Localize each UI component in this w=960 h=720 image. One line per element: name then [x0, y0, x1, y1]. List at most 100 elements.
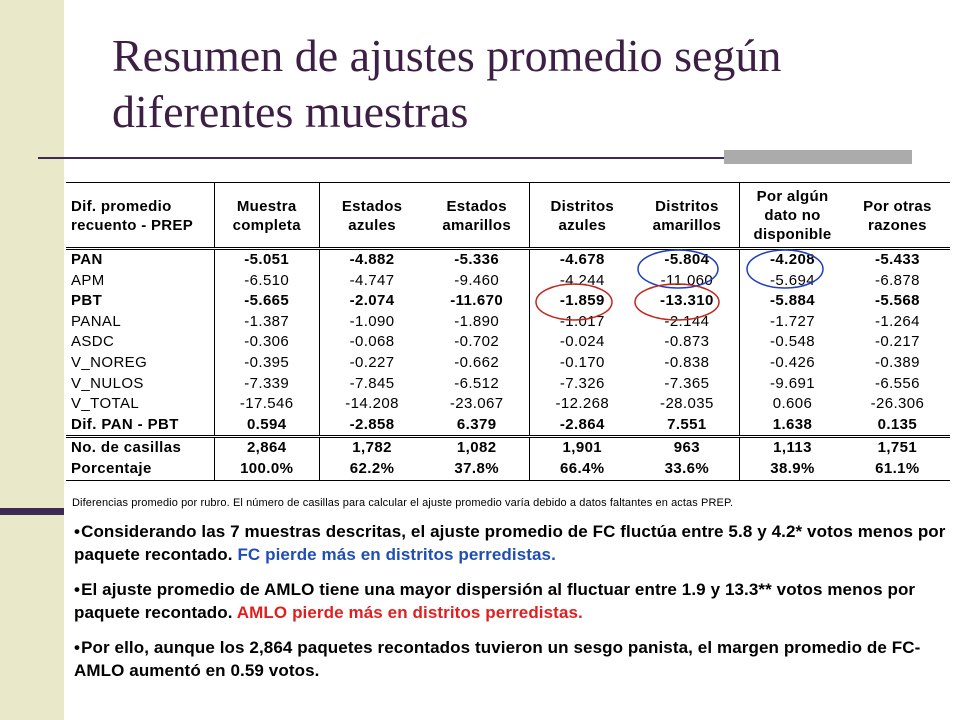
table-cell: 7.551	[634, 414, 741, 439]
table-cell: -2.144	[634, 311, 741, 333]
table-cell: 62.2%	[319, 458, 425, 481]
table-row: V_NULOS -7.339 -7.845 -6.512 -7.326 -7.365 -9.…	[66, 373, 950, 395]
table-header-cell: Distritos amarillos	[634, 182, 741, 250]
table-cell: -6.878	[874, 271, 920, 289]
table-cell: -26.306	[870, 395, 925, 413]
table-cell: -0.306	[214, 332, 320, 353]
table-cell: -4.678	[559, 251, 605, 268]
table-cell: -17.546	[214, 394, 320, 415]
table-row: PAN -5.051 -4.882 -5.336 -4.678 -5.804 -4.208 -…	[66, 248, 950, 271]
table-cell: -1.264	[874, 312, 920, 330]
table-cell: 33.6%	[634, 458, 741, 481]
summary-table: Dif. promedio recuento - PREP Muestra co…	[66, 182, 950, 481]
table-cell: -0.395	[214, 352, 320, 374]
title-underline	[38, 157, 898, 159]
table-cell: -0.548	[770, 333, 815, 351]
bullet-highlight: FC pierde más en distritos perredistas.	[237, 545, 556, 564]
table-cell: -0.838	[634, 352, 741, 374]
table-cell: -1.890	[424, 311, 530, 333]
table-cell: -7.339	[214, 373, 320, 395]
table-header-cell: Por algún dato no disponible	[739, 182, 845, 250]
table-cell: -1.727	[770, 312, 815, 330]
table-cell: -5.433	[874, 251, 920, 268]
table-cell: -11.060	[634, 270, 741, 292]
slide-title: Resumen de ajustes promedio según difere…	[112, 30, 782, 137]
table-cell: 0.594	[214, 414, 320, 439]
table-footer-row: Porcentaje 100.0% 62.2% 37.8% 66.4% 33.6% 38.9…	[66, 458, 950, 481]
table-footer-row: No. de casillas 2,864 1,782 1,082 1,901 963 1,…	[66, 436, 950, 459]
table-cell: -7.845	[349, 374, 395, 392]
table-header-cell: Por otras razones	[844, 182, 950, 250]
table-cell: 0.606	[772, 395, 813, 413]
table-row: PBT -5.665 -2.074 -11.670 -1.859 -13.310 -5.88…	[66, 291, 950, 312]
table-cell: -6.510	[214, 270, 320, 292]
table-cell: -1.090	[349, 312, 395, 330]
table-cell: -0.068	[349, 333, 395, 351]
title-accent-bar	[724, 150, 912, 164]
row-label: PAN	[66, 248, 215, 271]
table-cell: -5.804	[634, 248, 741, 271]
bullet-text: Considerando las 7 muestras descritas, e…	[74, 522, 946, 564]
side-band-accent	[0, 508, 64, 515]
side-band	[0, 0, 64, 720]
table-cell: -4.244	[559, 271, 605, 289]
table-cell: 61.1%	[844, 458, 950, 481]
table-cell: -0.217	[874, 333, 920, 351]
table-cell: -2.858	[319, 414, 425, 439]
table-cell: -0.702	[424, 332, 530, 353]
table-header-cell: Estados azules	[319, 182, 425, 250]
table-cell: 1,082	[424, 436, 530, 459]
table-cell: -5.665	[214, 291, 320, 312]
row-label: No. de casillas	[66, 436, 215, 459]
table-cell: -0.024	[559, 333, 605, 351]
table-cell: -0.873	[634, 332, 741, 353]
table-cell: -6.512	[424, 373, 530, 395]
table-cell: -1.017	[559, 312, 605, 330]
table-cell: 6.379	[424, 414, 530, 439]
table-cell: -9.460	[424, 270, 530, 292]
table-cell: -7.365	[634, 373, 741, 395]
table-cell: -6.556	[874, 374, 920, 392]
row-label: ASDC	[66, 332, 215, 353]
row-label: PBT	[66, 291, 215, 312]
table-cell: 1,751	[877, 439, 918, 457]
table-footnote: Diferencias promedio por rubro. El númer…	[72, 497, 734, 509]
table-cell: -0.389	[874, 353, 920, 371]
table-row: Dif. PAN - PBT 0.594 -2.858 6.379 -2.864 7.55…	[66, 414, 950, 439]
table-cell: -2.864	[529, 414, 635, 439]
table-cell: 2,864	[214, 436, 320, 459]
table-cell: -5.884	[770, 292, 815, 310]
bullet-list: •Considerando las 7 muestras descritas, …	[74, 520, 954, 694]
table-header-cell: Estados amarillos	[424, 182, 530, 250]
table-cell: -9.691	[770, 374, 815, 392]
table-cell: -0.662	[424, 352, 530, 374]
table-cell: -5.694	[770, 271, 815, 289]
table-cell: 963	[634, 436, 741, 459]
table-cell: 1,901	[562, 439, 603, 457]
table-cell: -4.208	[770, 251, 815, 268]
bullet-item: •El ajuste promedio de AMLO tiene una ma…	[74, 580, 916, 622]
table-cell: -4.747	[349, 271, 395, 289]
table-cell: -12.268	[555, 395, 610, 413]
table-cell: -0.170	[559, 353, 605, 371]
table-cell: -2.074	[349, 292, 395, 310]
table-cell: -0.227	[349, 353, 395, 371]
bullet-item: •Por ello, aunque los 2,864 paquetes rec…	[74, 638, 921, 680]
row-label: V_NOREG	[66, 352, 215, 374]
bullet-highlight: AMLO pierde más en distritos perredistas…	[236, 603, 583, 622]
table-cell: -1.387	[214, 311, 320, 333]
table-cell: -4.882	[349, 251, 395, 268]
row-label: V_TOTAL	[66, 394, 215, 415]
bullet-text: El ajuste promedio de AMLO tiene una may…	[74, 580, 916, 622]
row-label: APM	[66, 270, 215, 292]
table-cell: -7.326	[559, 374, 605, 392]
table-cell: -28.035	[634, 394, 741, 415]
table-cell: 0.135	[844, 414, 950, 439]
table-cell: -23.067	[424, 394, 530, 415]
table-header-cell: Dif. promedio recuento - PREP	[66, 182, 215, 250]
row-label: Porcentaje	[66, 458, 215, 481]
table-cell: 1.638	[739, 414, 845, 439]
table-header-cell: Muestra completa	[214, 182, 320, 250]
table-row: PANAL -1.387 -1.090 -1.890 -1.017 -2.144 -1.72…	[66, 311, 950, 333]
row-label: V_NULOS	[66, 373, 215, 395]
